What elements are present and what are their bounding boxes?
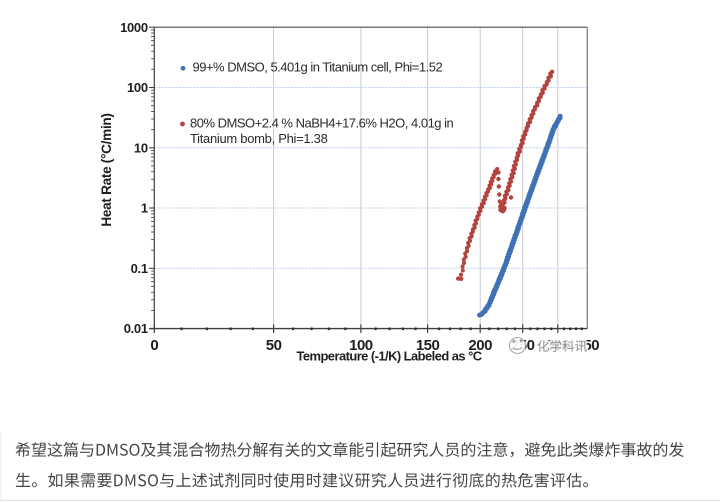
svg-text:1: 1: [141, 201, 148, 216]
svg-text:80% DMSO+2.4 % NaBH4+17.6% H2O: 80% DMSO+2.4 % NaBH4+17.6% H2O, 4.01g in: [190, 116, 454, 131]
svg-text:100: 100: [127, 80, 148, 95]
svg-text:99+% DMSO, 5.401g in Titanium: 99+% DMSO, 5.401g in Titanium cell, Phi=…: [193, 60, 443, 75]
svg-text:Titanium bomb, Phi=1.38: Titanium bomb, Phi=1.38: [190, 131, 328, 146]
svg-text:200: 200: [468, 337, 492, 354]
svg-text:Temperature (-1/K) Labeled as: Temperature (-1/K) Labeled as °C: [296, 348, 481, 363]
svg-text:50: 50: [266, 337, 282, 354]
svg-text:150: 150: [416, 337, 440, 354]
svg-text:Heat Rate (°C/min): Heat Rate (°C/min): [99, 113, 114, 226]
svg-text:0.1: 0.1: [131, 261, 148, 276]
svg-text:1000: 1000: [120, 20, 148, 35]
svg-text:0: 0: [150, 337, 158, 354]
svg-text:100: 100: [349, 337, 373, 354]
svg-text:10: 10: [134, 140, 148, 155]
svg-text:0.01: 0.01: [124, 321, 148, 336]
